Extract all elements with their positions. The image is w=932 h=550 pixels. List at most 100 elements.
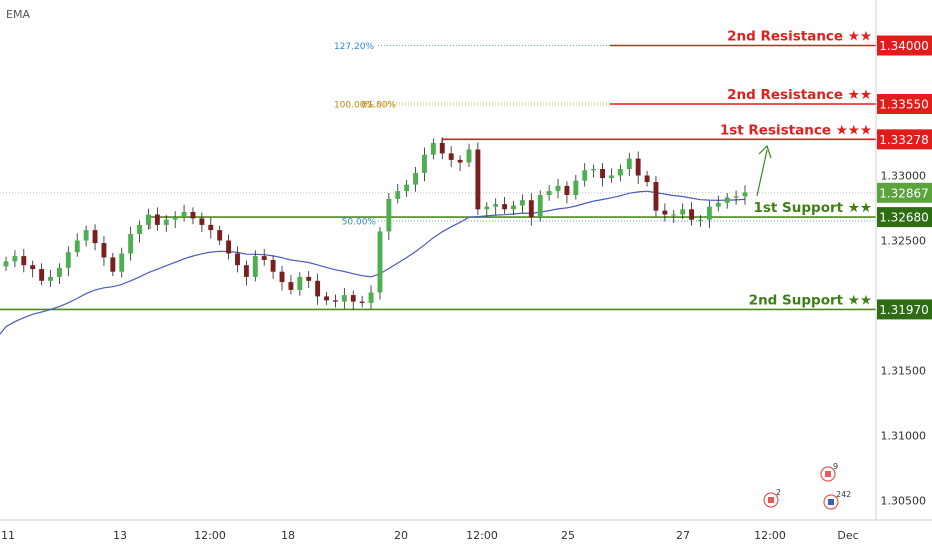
- time-tick-label: 12:00: [194, 529, 226, 542]
- candle-body: [341, 295, 347, 302]
- ema-path: [0, 190, 746, 335]
- price-level-badge: [877, 94, 932, 114]
- event-markers: 2 9 242: [763, 462, 851, 510]
- candle-body: [671, 214, 677, 216]
- candle-body: [154, 214, 160, 225]
- candle-body: [12, 256, 18, 262]
- candle-body: [235, 253, 240, 266]
- support-label: 1st Support ★★: [753, 200, 872, 216]
- candle-body: [30, 265, 36, 270]
- candle-body: [457, 159, 463, 163]
- event-count: 2: [776, 488, 781, 497]
- ema-line: [0, 190, 746, 335]
- event-count: 242: [836, 490, 851, 499]
- candle-body: [519, 200, 525, 206]
- time-tick-label: 12:00: [466, 529, 498, 542]
- candle-body: [261, 256, 267, 260]
- candle-body: [742, 192, 748, 197]
- candle-body: [689, 209, 695, 220]
- indicator-label: EMA: [6, 8, 30, 21]
- current-price-badge: [877, 182, 932, 203]
- candle-body: [137, 224, 143, 234]
- price-level-badge-label: 1.33278: [879, 133, 929, 147]
- candle-body: [582, 170, 588, 181]
- candle-body: [555, 185, 561, 192]
- current-price-label: 1.32867: [879, 186, 929, 200]
- candle-body: [119, 253, 125, 272]
- time-tick-label: Dec: [837, 529, 858, 542]
- candle-body: [199, 218, 205, 225]
- candle-body: [573, 180, 579, 195]
- candle-body: [644, 175, 650, 182]
- candle-body: [546, 191, 552, 195]
- candle-body: [537, 195, 543, 218]
- candle-body: [662, 210, 668, 215]
- candle-body: [297, 276, 303, 290]
- time-tick-label: 12:00: [754, 529, 786, 542]
- candle-body: [564, 185, 570, 195]
- candles: [3, 137, 748, 311]
- candle-body: [110, 257, 116, 272]
- candle-body: [626, 158, 632, 169]
- candle-body: [386, 198, 392, 232]
- candle-body: [698, 219, 703, 221]
- time-tick-label: 11: [1, 529, 15, 542]
- candle-body: [511, 205, 516, 210]
- candle-body: [475, 149, 481, 210]
- candle-body: [56, 267, 62, 277]
- fib-label: 50.00%: [342, 218, 377, 228]
- candle-body: [706, 206, 712, 220]
- event-marker-ca-glyph: [825, 471, 831, 477]
- candle-body: [146, 214, 151, 225]
- candle-body: [635, 158, 641, 176]
- fib-label: 100.00%: [334, 101, 374, 111]
- price-level-badge-label: 1.32680: [879, 211, 929, 225]
- event-count: 9: [833, 462, 838, 471]
- candle-body: [724, 197, 730, 203]
- candle-body: [395, 191, 401, 199]
- price-level-badge: [877, 207, 932, 228]
- price-tick-label: 1.30500: [881, 495, 927, 508]
- candle-body: [502, 204, 508, 210]
- candle-body: [3, 261, 9, 267]
- fib-label: 127.20%: [334, 42, 374, 52]
- candle-body: [617, 169, 623, 176]
- price-tick-label: 1.32500: [881, 235, 927, 248]
- candle-body: [332, 300, 338, 302]
- candle-body: [368, 292, 374, 303]
- event-marker-ca-glyph: [768, 497, 774, 503]
- candle-body: [430, 143, 436, 155]
- price-axis: 1.33000 1.32500 1.31500 1.31000 1.30500: [0, 0, 932, 521]
- candle-body: [733, 196, 739, 198]
- candle-body: [422, 154, 427, 173]
- time-tick-label: 20: [394, 529, 408, 542]
- candle-body: [190, 211, 196, 219]
- candle-body: [39, 269, 45, 281]
- candle-body: [484, 206, 490, 210]
- time-tick-label: 13: [113, 529, 127, 542]
- price-level-badge-label: 1.34000: [879, 39, 929, 53]
- time-tick-label: 27: [676, 529, 690, 542]
- price-tick-label: 1.33000: [881, 170, 927, 183]
- price-level-badge-label: 1.31970: [879, 303, 929, 317]
- candle-body: [74, 240, 80, 253]
- price-level-badge: [877, 129, 932, 150]
- candle-body: [48, 276, 53, 281]
- candle-body: [288, 282, 294, 290]
- candle-body: [181, 211, 187, 218]
- candle-body: [448, 153, 454, 160]
- candle-body: [608, 175, 614, 179]
- candle-body: [208, 224, 214, 231]
- candle-body: [65, 252, 71, 268]
- price-tick-label: 1.31000: [881, 430, 927, 443]
- resistance-label: 2nd Resistance ★★: [727, 29, 872, 45]
- candle-body: [315, 280, 321, 297]
- candle-body: [591, 169, 597, 171]
- price-level-badge: [877, 35, 932, 56]
- candle-body: [715, 202, 721, 207]
- candle-body: [252, 256, 258, 277]
- resistance-label: 2nd Resistance ★★: [727, 87, 872, 103]
- candle-body: [92, 230, 98, 244]
- candle-body: [493, 204, 499, 207]
